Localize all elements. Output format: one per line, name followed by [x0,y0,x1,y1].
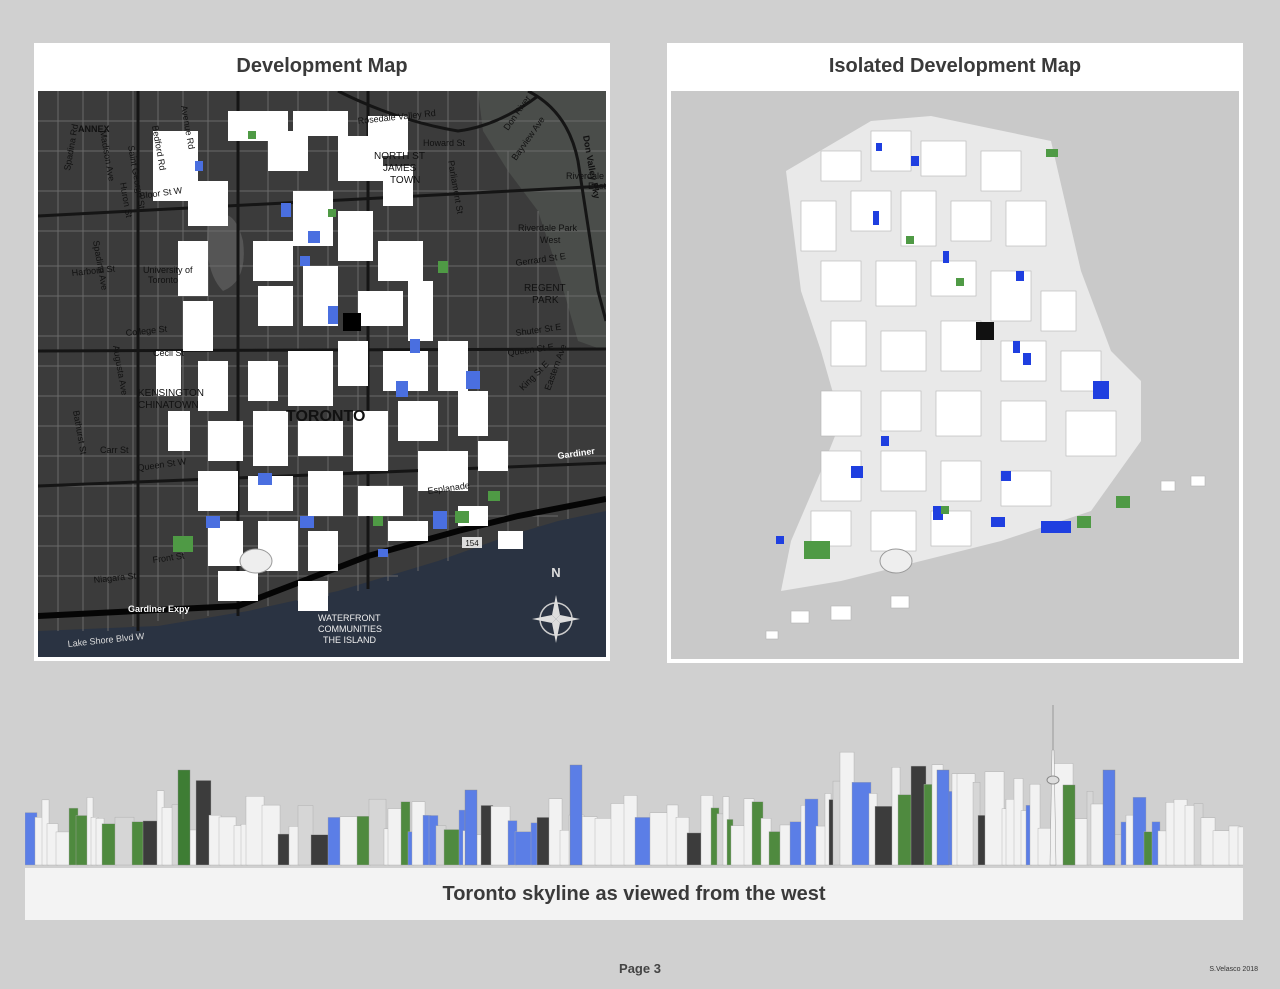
label-james: JAMES [383,163,417,174]
cn-tower-icon [1046,705,1060,866]
skyline-building [581,816,598,866]
skyline-building [387,808,404,866]
toronto-skyline [24,700,1254,870]
label-waterfront-2: COMMUNITIES [318,624,382,634]
label-chinatown: CHINATOWN [138,400,199,411]
skyline-building [261,804,281,866]
label-cecil: Cecil St [153,348,185,358]
skyline-building [1237,826,1254,866]
skyline-building [443,829,462,866]
skyline-building [310,834,331,866]
skyline-building [490,806,511,866]
skyline-building [218,816,237,866]
label-riverdale: Riverdale [566,171,604,181]
label-kensington: KENSINGTON [138,388,204,399]
author-credit: S.Velasco 2018 [1209,966,1258,973]
skyline-svg [24,705,1254,866]
skyline-building [851,782,872,866]
skyline-building [956,773,976,866]
skyline-building [897,794,914,866]
label-north-st: NORTH ST [374,151,425,162]
skyline-building [1132,797,1147,866]
development-map-title: Development Map [236,54,408,77]
label-waterfront-1: WATERFRONT [318,613,381,623]
development-map-svg: N ANNEX Spadina Rd Saint George St Bedfo… [38,91,606,657]
label-college: College St [125,324,168,338]
development-map[interactable]: N ANNEX Spadina Rd Saint George St Bedfo… [38,91,606,657]
skyline-building [686,832,704,866]
label-niagara: Niagara St [93,571,137,585]
skyline-building [368,798,387,866]
label-town: TOWN [390,175,420,186]
skyline-building [245,796,265,866]
skyline-building [1029,783,1041,866]
skyline-caption: Toronto skyline as viewed from the west [25,868,1243,920]
skyline-building [339,816,360,866]
lake-ontario [38,511,606,657]
label-regent: REGENT [524,283,566,294]
skyline-building [297,805,314,866]
label-carr: Carr St [100,445,129,455]
label-annex: ANNEX [78,124,110,134]
skyline-tower [936,769,950,866]
label-toronto: TORONTO [286,408,365,425]
skyline-tower [569,764,583,866]
development-map-panel: Development Map [34,43,610,661]
gardiner-expressway [38,496,606,619]
label-riverdale-park: Riverdale Park [518,223,578,233]
label-west: West [540,235,561,245]
skyline-building [634,817,653,866]
compass-rose-icon [532,595,580,643]
label-park: PARK [532,295,559,306]
route-154-shield: 154 [465,539,479,548]
skyline-building [142,820,160,866]
skyline-tower [1062,784,1076,866]
skyline-tower [464,789,478,866]
skyline-building [55,831,72,866]
skyline-building [730,825,747,866]
skyline-building [594,818,614,866]
page-number: Page 3 [619,961,661,976]
skyline-building [874,806,895,866]
skyline-building [610,803,627,866]
skyline-building [984,771,1005,866]
label-howard: Howard St [423,138,466,148]
label-harbord: Harbord St [71,263,116,278]
skyline-building [514,831,534,866]
skyline-building [114,816,135,866]
skyline-tower [1102,769,1116,866]
isolated-map-panel: Isolated Development Map [667,43,1243,663]
label-front: Front St [152,551,186,565]
isolated-development-map[interactable] [671,91,1239,659]
isolated-map-title: Isolated Development Map [828,54,1082,77]
skyline-building [101,823,118,866]
skyline-building [1212,830,1232,866]
label-uoft-1: University of [143,265,193,275]
compass-north-label: N [551,565,560,580]
label-waterfront-3: THE ISLAND [323,635,377,645]
label-east: East [588,181,606,191]
skyline-tower [177,769,191,866]
skyline-building [649,812,670,866]
skyline-building [195,780,212,866]
label-uoft-2: Toronto [148,275,178,285]
skyline-building [910,765,927,866]
isolated-map-svg [671,91,1239,659]
label-gardiner-main: Gardiner Expy [128,604,190,614]
